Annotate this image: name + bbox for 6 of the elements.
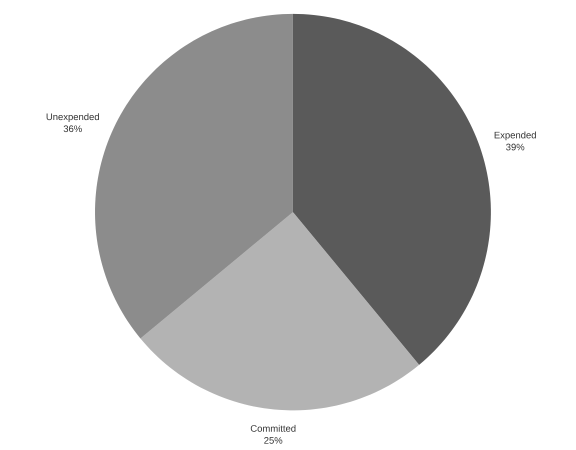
slice-label: Expended	[494, 131, 536, 140]
data-label: 25%	[264, 437, 282, 444]
slice-label: Committed	[250, 424, 296, 432]
data-label: 39%	[506, 144, 524, 150]
data-label: 36%	[64, 125, 82, 132]
slice-label: Unexpended	[46, 113, 99, 122]
